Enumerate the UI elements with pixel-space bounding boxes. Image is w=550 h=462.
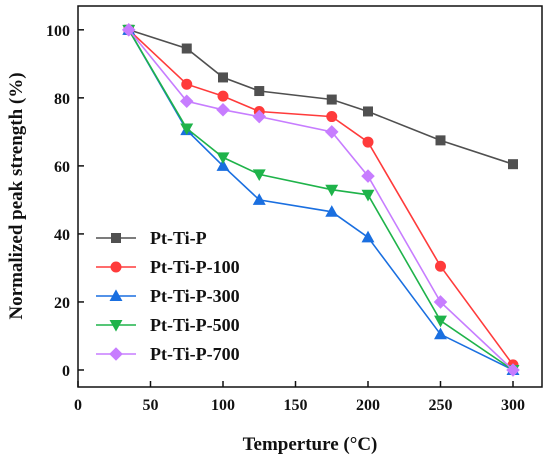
data-point: [216, 102, 230, 117]
x-tick-label: 250: [429, 397, 453, 414]
data-point: [181, 78, 193, 90]
data-point: [179, 94, 194, 109]
data-point: [181, 43, 192, 54]
data-point: [361, 230, 375, 243]
data-point: [361, 189, 375, 202]
legend-item: Pt-Ti-P: [96, 228, 207, 248]
data-point: [109, 320, 123, 332]
series-line: [128, 29, 514, 371]
x-tick-label: 50: [143, 397, 159, 414]
data-point: [218, 72, 228, 83]
data-point: [121, 23, 136, 37]
legend-label: Pt-Ti-P-100: [150, 257, 240, 277]
data-point: [216, 152, 230, 165]
x-tick-label: 150: [284, 397, 308, 414]
data-point: [326, 111, 338, 123]
legend-item: Pt-Ti-P-500: [96, 315, 240, 335]
legend-label: Pt-Ti-P-700: [150, 344, 240, 364]
x-tick-label: 300: [501, 397, 525, 414]
plot-frame: [77, 5, 543, 388]
series-line: [128, 29, 514, 371]
data-point: [254, 86, 265, 97]
data-point: [180, 123, 194, 136]
series-pt-ti-p-500: [122, 24, 520, 377]
legend-item: Pt-Ti-P-100: [96, 257, 240, 277]
x-axis-title: Temperture (°C): [243, 434, 378, 455]
series-layer: [121, 23, 520, 377]
data-point: [508, 159, 518, 170]
legend-item: Pt-Ti-P-700: [96, 344, 240, 364]
y-tick-label: 80: [54, 91, 70, 108]
series-pt-ti-p: [123, 24, 518, 170]
data-point: [109, 347, 123, 361]
data-point: [433, 295, 448, 309]
legend: Pt-Ti-P Pt-Ti-P-100 Pt-Ti-P-300 Pt-Ti-P-500…: [96, 228, 240, 364]
data-point: [109, 289, 123, 301]
series-pt-ti-p-700: [121, 23, 520, 377]
data-point: [324, 125, 339, 139]
data-point: [434, 327, 447, 340]
data-point: [506, 363, 520, 377]
y-tick-label: 0: [62, 363, 70, 380]
legend-label: Pt-Ti-P-500: [150, 315, 240, 335]
data-point: [111, 233, 121, 243]
series-line: [128, 29, 514, 366]
x-tick-label: 200: [356, 397, 380, 414]
y-tick-label: 20: [54, 295, 70, 312]
legend-label: Pt-Ti-P-300: [150, 286, 240, 306]
series-line: [128, 29, 514, 165]
data-point: [435, 135, 446, 146]
data-point: [217, 90, 229, 102]
data-point: [326, 94, 337, 105]
data-point: [363, 106, 373, 117]
data-point: [252, 193, 266, 205]
legend-item: Pt-Ti-P-300: [96, 286, 240, 306]
x-tick-label: 0: [74, 397, 82, 414]
data-point: [435, 260, 446, 272]
x-tick-label: 100: [211, 397, 235, 414]
legend-label: Pt-Ti-P: [150, 228, 207, 248]
series-line: [128, 29, 514, 371]
data-point: [325, 184, 339, 197]
y-tick-label: 40: [54, 227, 70, 244]
data-point: [434, 315, 447, 328]
y-tick-label: 60: [54, 159, 70, 176]
axis-ticks: 0 50 100 150 200 250 300 0 20 40 60 80 100: [46, 23, 525, 414]
data-point: [361, 169, 375, 183]
data-point: [252, 109, 267, 124]
y-tick-label: 100: [46, 23, 70, 40]
data-point: [252, 169, 266, 182]
data-point: [325, 205, 339, 217]
y-axis-title: Normalized peak strength (%): [6, 72, 27, 319]
data-point: [216, 159, 230, 171]
data-point: [110, 261, 122, 273]
data-point: [362, 136, 374, 148]
